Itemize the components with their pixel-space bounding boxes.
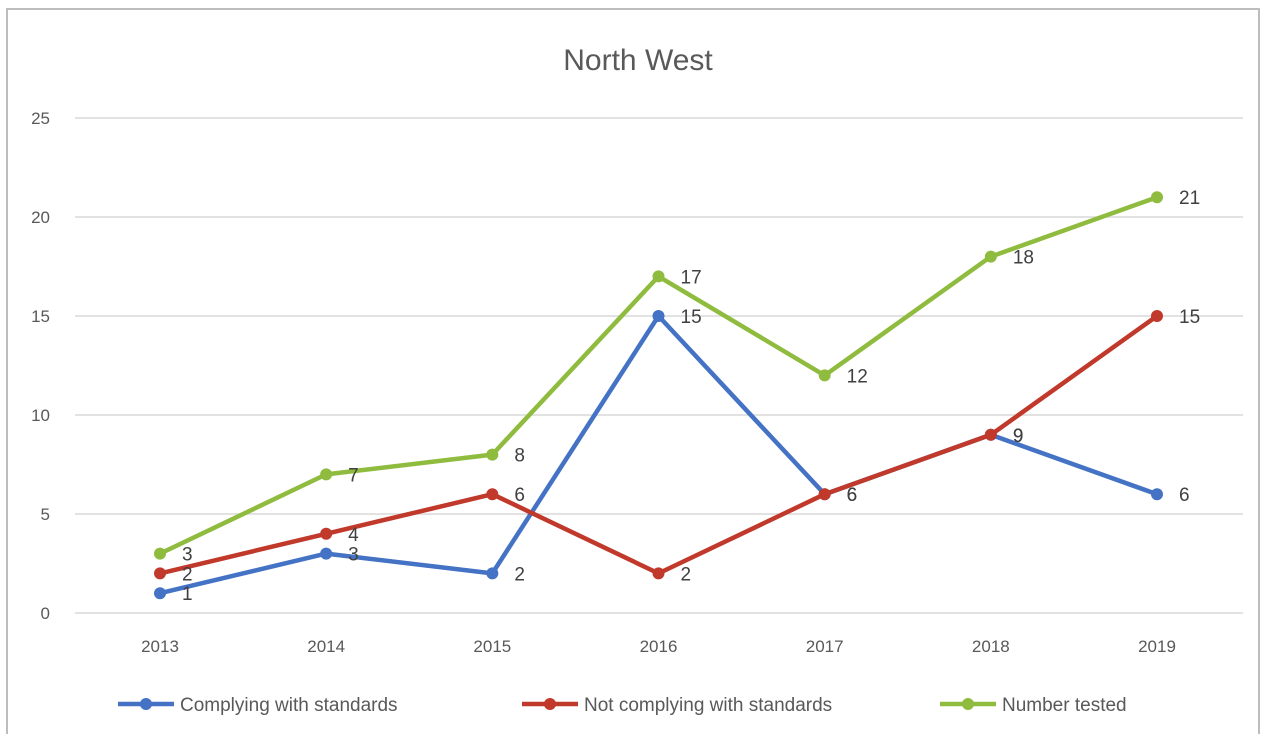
data-point: [320, 527, 333, 540]
data-label: 17: [681, 267, 702, 288]
data-point: [320, 547, 333, 560]
data-label: 6: [847, 485, 858, 506]
data-point: [984, 428, 997, 441]
y-tick-label: 10: [31, 406, 50, 425]
x-tick-label: 2017: [806, 637, 844, 656]
data-label: 6: [514, 485, 525, 506]
data-point: [818, 488, 831, 501]
data-label: 8: [514, 446, 525, 467]
data-point: [1151, 310, 1163, 322]
data-point: [154, 587, 166, 600]
data-label: 6: [847, 485, 858, 506]
x-tick-label: 2014: [307, 637, 345, 656]
data-label: 1: [182, 584, 193, 605]
y-tick-label: 25: [31, 109, 50, 128]
data-point: [984, 250, 997, 263]
data-label: 15: [1179, 307, 1200, 328]
x-tick-label: 2016: [640, 637, 678, 656]
data-label: 9: [1013, 426, 1024, 447]
legend-swatch-marker: [962, 698, 974, 710]
data-point: [320, 468, 333, 481]
data-point: [486, 488, 499, 501]
series-group: [154, 191, 1163, 600]
x-axis-ticks: 2013 2014 2015 2016 2017 2018 2019: [141, 637, 1176, 656]
data-point: [154, 567, 166, 580]
y-tick-label: 15: [31, 307, 50, 326]
data-label: 15: [681, 307, 702, 328]
data-label: 4: [348, 525, 359, 546]
y-axis-ticks: 0 5 10 15 20 25: [31, 109, 50, 623]
legend-label: Complying with standards: [180, 695, 398, 716]
x-tick-label: 2015: [473, 637, 511, 656]
data-label: 9: [1013, 426, 1024, 447]
data-label: 2: [182, 564, 193, 585]
data-point: [652, 310, 665, 322]
data-label: 2: [681, 564, 692, 585]
data-point: [818, 369, 831, 382]
y-tick-label: 0: [41, 604, 50, 623]
data-point: [1151, 191, 1163, 204]
legend-label: Number tested: [1002, 695, 1127, 716]
x-tick-label: 2013: [141, 637, 179, 656]
y-tick-label: 20: [31, 208, 50, 227]
y-tick-label: 5: [41, 505, 50, 524]
gridlines: [75, 117, 1243, 614]
data-point: [486, 567, 499, 580]
series-line: [157, 313, 1160, 576]
x-tick-label: 2019: [1138, 637, 1176, 656]
data-label: 6: [1179, 485, 1190, 506]
data-point: [486, 448, 499, 461]
data-label: 2: [514, 564, 525, 585]
data-point: [652, 270, 665, 283]
legend-swatch-marker: [544, 698, 556, 710]
data-label: 21: [1179, 188, 1200, 209]
data-label: 3: [182, 545, 193, 566]
legend: Complying with standards Not complying wi…: [118, 695, 1127, 716]
data-label: 18: [1013, 248, 1034, 269]
data-label: 12: [847, 366, 868, 387]
series-line: [157, 194, 1160, 556]
x-tick-label: 2018: [972, 637, 1010, 656]
legend-swatch-marker: [140, 698, 152, 710]
series-line: [157, 313, 1160, 596]
legend-label: Not complying with standards: [584, 695, 832, 716]
data-label: 7: [348, 465, 359, 486]
data-label: 3: [348, 545, 359, 566]
data-point: [154, 547, 166, 560]
data-point: [1151, 488, 1163, 501]
data-point: [652, 567, 665, 580]
chart-title: North West: [563, 44, 713, 77]
